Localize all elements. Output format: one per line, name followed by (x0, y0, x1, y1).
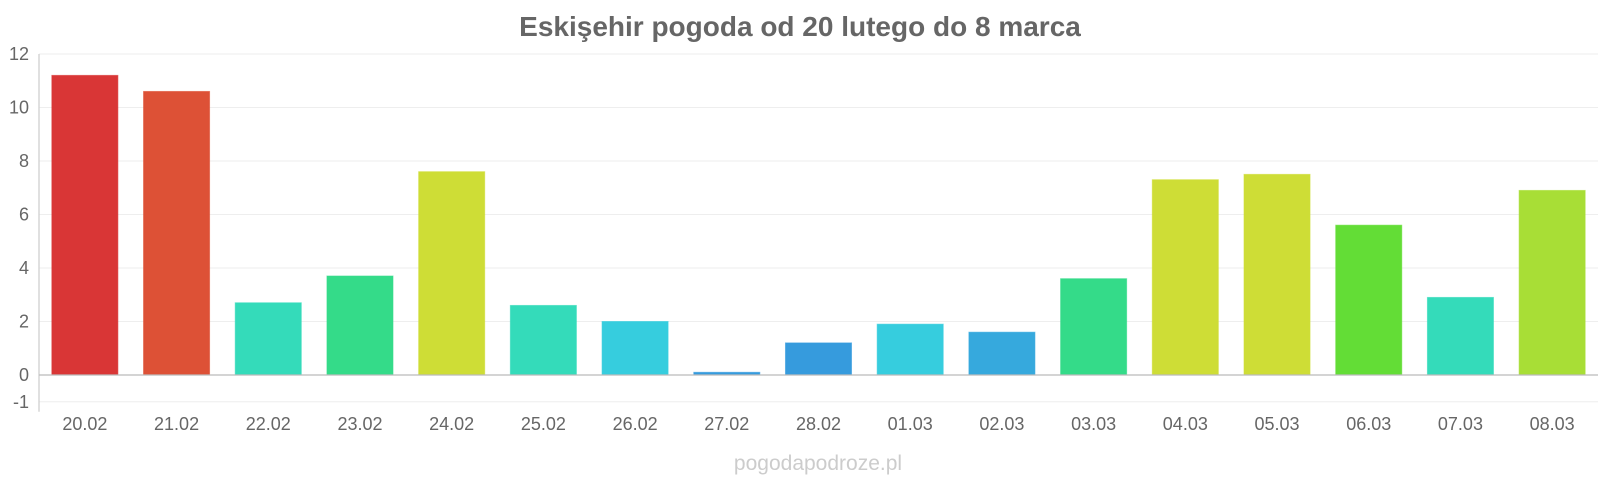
bar-04.03 (1151, 179, 1219, 376)
bar-08.03 (1518, 189, 1586, 376)
y-axis-ticks: -1 0 2 4 6 8 10 12 (9, 44, 29, 412)
y-tick-label: 12 (9, 44, 29, 64)
x-tick-label: 01.03 (888, 414, 933, 434)
bar-02.03 (968, 331, 1036, 376)
y-tick-label: -1 (13, 392, 29, 412)
x-tick-label: 26.02 (613, 414, 658, 434)
bar-20.02 (51, 74, 119, 376)
bar-01.03 (876, 323, 944, 376)
y-tick-label: 2 (19, 312, 29, 332)
y-tick-label: 6 (19, 205, 29, 225)
bar-06.03 (1335, 224, 1403, 376)
x-tick-label: 02.03 (979, 414, 1024, 434)
x-tick-label: 03.03 (1071, 414, 1116, 434)
bar-26.02 (601, 321, 669, 376)
x-tick-label: 08.03 (1530, 414, 1575, 434)
y-tick-label: 8 (19, 151, 29, 171)
x-tick-label: 27.02 (704, 414, 749, 434)
x-tick-label: 22.02 (246, 414, 291, 434)
x-tick-label: 04.03 (1163, 414, 1208, 434)
y-tick-label: 10 (9, 98, 29, 118)
x-tick-label: 28.02 (796, 414, 841, 434)
y-tick-label: 4 (19, 258, 29, 278)
x-tick-label: 07.03 (1438, 414, 1483, 434)
x-tick-label: 25.02 (521, 414, 566, 434)
bar-25.02 (509, 304, 577, 376)
x-tick-label: 23.02 (337, 414, 382, 434)
bar-03.03 (1060, 278, 1128, 376)
x-axis-ticks: 20.02 21.02 22.02 23.02 24.02 25.02 26.02 27.02… (62, 414, 1574, 434)
axes (38, 54, 1598, 412)
bars (51, 74, 1586, 376)
x-tick-label: 05.03 (1255, 414, 1300, 434)
x-tick-label: 06.03 (1346, 414, 1391, 434)
y-tick-label: 0 (19, 365, 29, 385)
bar-24.02 (418, 171, 486, 376)
watermark-text: pogodapodroze.pl (734, 452, 902, 475)
chart-title: Eskişehir pogoda od 20 lutego do 8 marca (519, 11, 1081, 42)
x-tick-label: 20.02 (62, 414, 107, 434)
bar-28.02 (784, 342, 853, 376)
bar-05.03 (1243, 173, 1311, 376)
bar-07.03 (1426, 296, 1494, 376)
bar-23.02 (326, 275, 394, 376)
bar-21.02 (143, 90, 211, 376)
bar-22.02 (234, 302, 302, 376)
x-tick-label: 21.02 (154, 414, 199, 434)
x-tick-label: 24.02 (429, 414, 474, 434)
